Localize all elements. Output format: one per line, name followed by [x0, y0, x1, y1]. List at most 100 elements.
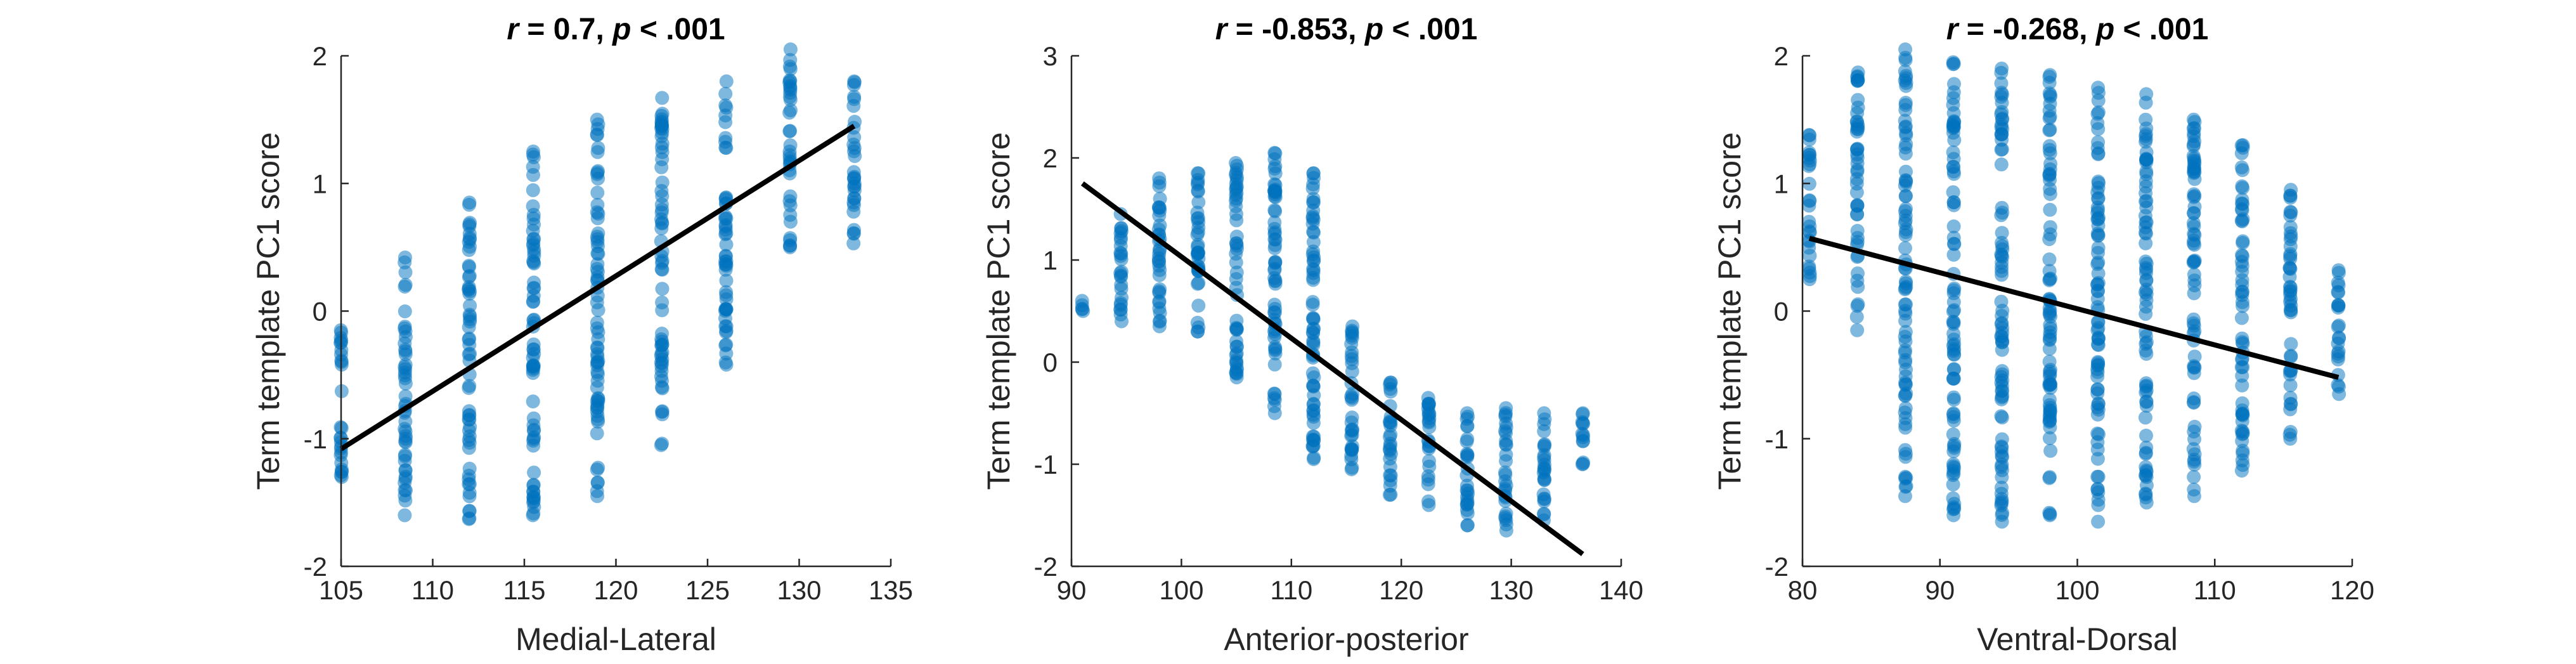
- scatter-point: [2284, 349, 2298, 363]
- scatter-point: [2139, 134, 2153, 149]
- scatter-point: [1849, 309, 1864, 324]
- scatter-point: [2042, 75, 2057, 90]
- x-tick-label: 120: [593, 575, 638, 605]
- scatter-point: [1994, 409, 2009, 424]
- scatter-point: [2283, 220, 2298, 235]
- scatter-point: [1946, 327, 1961, 341]
- scatter-point: [2331, 301, 2345, 315]
- scatter-point: [1114, 221, 1129, 235]
- scatter-point: [1537, 494, 1551, 509]
- x-tick-label: 110: [411, 575, 454, 605]
- scatter-point: [526, 294, 540, 309]
- scatter-point: [783, 62, 798, 76]
- scatter-point: [2138, 410, 2152, 425]
- scatter-point: [2139, 329, 2153, 344]
- scatter-point: [2235, 264, 2249, 279]
- scatter-point: [1946, 390, 1961, 405]
- scatter-point: [1345, 422, 1359, 436]
- scatter-point: [655, 303, 670, 318]
- scatter-point: [2331, 285, 2345, 299]
- scatter-point: [2090, 386, 2105, 401]
- scatter-point: [398, 453, 412, 468]
- scatter-point: [783, 233, 797, 247]
- regression-line: [1808, 235, 2340, 381]
- scatter-point: [1191, 173, 1205, 187]
- scatter-point: [847, 191, 862, 205]
- scatter-point: [1898, 53, 1913, 67]
- scatter-point: [1946, 106, 1961, 120]
- scatter-point: [2139, 385, 2153, 400]
- scatter-point: [1306, 326, 1321, 341]
- axes: 105 110 115 120 125 130 135 -2 -1 0 1 2: [304, 41, 913, 605]
- scatter-point: [1898, 103, 1913, 117]
- scatter-point: [1306, 204, 1321, 218]
- y-axis-label: Term template PC1 score: [1712, 132, 1747, 490]
- scatter-point: [1994, 120, 2009, 134]
- scatter-point: [2043, 381, 2058, 395]
- scatter-point: [1850, 273, 1865, 288]
- scatter-point: [2139, 282, 2154, 297]
- scatter-point: [1151, 251, 1166, 266]
- y-tick-label: 2: [1043, 143, 1058, 173]
- scatter-point: [2043, 146, 2057, 160]
- scatter-point: [1267, 241, 1282, 256]
- scatter-point: [1191, 298, 1206, 313]
- scatter-point: [719, 323, 734, 338]
- y-tick-label: 0: [313, 297, 327, 327]
- scatter-point: [1344, 337, 1359, 351]
- scatter-point: [1460, 446, 1474, 461]
- scatter-point: [462, 436, 477, 450]
- scatter-point: [719, 303, 734, 316]
- scatter-point: [847, 75, 862, 89]
- scatter-point: [1995, 226, 2009, 240]
- scatter-point: [655, 91, 670, 105]
- scatter-point: [1114, 282, 1129, 296]
- scatter-point: [782, 75, 797, 89]
- y-tick-label: -1: [1034, 450, 1058, 479]
- scatter-point: [1422, 420, 1437, 434]
- scatter-point: [1899, 137, 1913, 152]
- scatter-point: [2042, 431, 2057, 445]
- scatter-point: [2139, 179, 2153, 194]
- scatter-point: [2090, 337, 2105, 352]
- x-tick-label: 130: [777, 575, 821, 605]
- scatter-point: [847, 141, 862, 155]
- scatter-point: [2331, 379, 2346, 394]
- scatter-point: [1113, 249, 1128, 263]
- scatter-point: [1946, 219, 1961, 233]
- scatter-point: [1267, 393, 1282, 407]
- scatter-point: [2331, 320, 2345, 334]
- scatter-point: [1946, 115, 1961, 130]
- scatter-point: [2091, 192, 2106, 206]
- scatter-point: [1345, 326, 1359, 341]
- scatter-point: [1537, 507, 1551, 522]
- scatter-point: [526, 147, 540, 162]
- scatter-point: [590, 264, 605, 279]
- scatter-point: [590, 246, 605, 261]
- scatter-point: [2138, 209, 2152, 223]
- scatter-point: [590, 122, 605, 136]
- scatter-point: [1153, 263, 1167, 277]
- scatter-point: [1191, 277, 1205, 291]
- scatter-point: [2090, 426, 2105, 441]
- scatter-point: [2043, 413, 2057, 427]
- scatter-point: [719, 74, 734, 89]
- scatter-point: [2091, 146, 2106, 160]
- scatter-point: [2043, 403, 2057, 417]
- scatter-point: [1850, 323, 1865, 337]
- scatter-point: [1383, 468, 1397, 483]
- scatter-point: [398, 414, 413, 429]
- scatter-point: [719, 337, 734, 352]
- scatter-point: [462, 423, 476, 438]
- scatter-point: [2236, 234, 2250, 249]
- scatter-point: [2139, 486, 2153, 501]
- scatter-point: [590, 341, 605, 355]
- scatter-point: [1191, 225, 1205, 240]
- scatter-point: [1113, 296, 1128, 310]
- scatter-point: [527, 465, 541, 480]
- x-tick-label: 135: [869, 575, 913, 605]
- scatter-point: [1899, 377, 1913, 391]
- scatter-point: [1345, 410, 1359, 425]
- scatter-point: [1995, 463, 2009, 478]
